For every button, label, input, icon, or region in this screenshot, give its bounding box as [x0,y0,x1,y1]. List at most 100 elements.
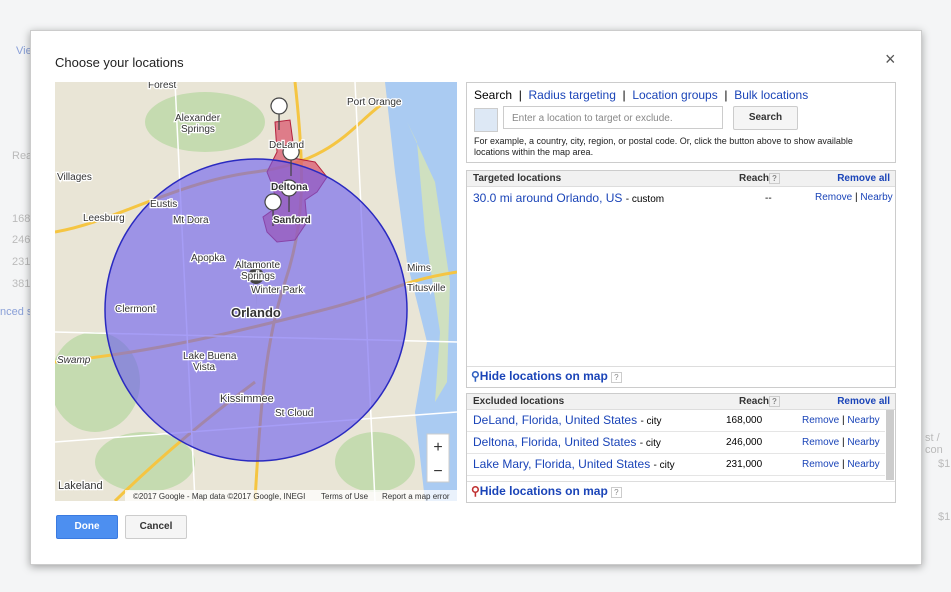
map-label: Eustis [150,199,177,210]
bg-link: nced s [0,306,32,318]
map-label: Lake Buena [183,351,237,362]
map-label: St Cloud [275,408,313,419]
scrollbar[interactable] [886,410,894,480]
reach: 246,000 [726,437,762,448]
location-cell: Lake Mary, Florida, United States - city [473,457,675,471]
map-label: Springs [181,124,215,135]
remove[interactable]: Remove [815,192,852,203]
bg-text: $1 [938,458,950,470]
row: 30.0 mi around Orlando, US - custom [473,191,664,205]
header: Excluded locations [473,396,564,407]
header: Reach [739,396,769,407]
search-input[interactable]: Enter a location to target or exclude. [503,106,723,129]
help-icon[interactable]: ? [769,173,780,184]
location-type: - custom [626,194,664,205]
bg-text: st / con [925,432,951,456]
help-icon[interactable]: ? [611,372,621,383]
reach: 168,000 [726,415,762,426]
remove[interactable]: Remove [802,415,839,426]
map-label: Forest [148,82,177,91]
remove[interactable]: Remove [802,459,839,470]
search-button[interactable]: Search [733,106,798,130]
excluded-panel: Excluded locations Reach ? Remove all De… [466,393,896,503]
zoom-out[interactable]: − [433,463,442,480]
tab[interactable]: Bulk locations [734,88,808,102]
map-label: Sanford [273,215,311,226]
close-button[interactable]: × [885,49,896,70]
map-label: Clermont [115,304,156,315]
search-help: For example, a country, city, region, or… [474,136,884,158]
bg-text: 168 [12,213,30,225]
search-panel: Search | Radius targeting | Location gro… [466,82,896,163]
location-type: - city [654,460,675,471]
nearby[interactable]: Nearby [847,437,879,448]
hide-on-map[interactable]: Hide locations on map [480,484,608,498]
map-label: DeLand [269,140,304,151]
map-label: Leesburg [83,213,125,224]
map-label: Apopka [191,253,225,264]
actions: Remove | Nearby [802,459,880,470]
location[interactable]: DeLand, Florida, United States [473,413,637,427]
bg-text: $1 [938,511,950,523]
map-label: Titusville [407,283,446,294]
reach: -- [765,193,772,204]
location-type: - city [640,416,661,427]
tab[interactable]: Radius targeting [528,88,615,102]
location-cell: DeLand, Florida, United States - city [473,413,662,427]
bg-text: 246 [12,234,30,246]
hide-on-map[interactable]: Hide locations on map [480,369,608,383]
done-button[interactable]: Done [56,515,118,539]
map-label: Mims [407,263,431,274]
header: Targeted locations [473,173,561,184]
map-icon [474,108,498,132]
map-terms[interactable]: Terms of Use [321,492,369,501]
nearby[interactable]: Nearby [860,192,892,203]
row: DeLand, Florida, United States - city 168… [467,410,885,432]
map-label: Winter Park [251,285,304,296]
map-label: Deltona [271,182,308,193]
reach: 231,000 [726,459,762,470]
location-cell: Deltona, Florida, United States - city [473,435,661,449]
nearby[interactable]: Nearby [847,459,879,470]
remove-all[interactable]: Remove all [837,173,890,184]
header: Reach [739,173,769,184]
map-label: Villages [57,172,92,183]
map-label: Altamonte [235,260,280,271]
map-label: Swamp [57,355,91,366]
location[interactable]: Lake Mary, Florida, United States [473,457,650,471]
map-label: Alexander [175,113,221,124]
actions: Remove | Nearby [802,415,880,426]
targeted-panel: Targeted locations Reach ? Remove all 30… [466,170,896,388]
map-label: Mt Dora [173,215,209,226]
remove[interactable]: Remove [802,437,839,448]
nearby[interactable]: Nearby [847,415,879,426]
bg-text: 231 [12,256,30,268]
zoom-in[interactable]: + [433,439,442,456]
map-label: Lakeland [58,480,103,492]
map-copyright: ©2017 Google - Map data ©2017 Google, IN… [133,492,305,501]
help-icon[interactable]: ? [769,396,780,407]
map-report[interactable]: Report a map error [382,492,450,501]
bg-text: 381 [12,278,30,290]
row: Deltona, Florida, United States - city 24… [467,432,885,454]
map-label: Orlando [231,305,281,320]
map-label: Vista [193,362,215,373]
actions: Remove | Nearby [802,437,880,448]
remove-all[interactable]: Remove all [837,396,890,407]
cancel-button[interactable]: Cancel [125,515,187,539]
dialog-title: Choose your locations [55,55,184,70]
tabs: Search | Radius targeting | Location gro… [474,88,808,102]
location-type: - city [640,438,661,449]
location[interactable]: 30.0 mi around Orlando, US [473,191,622,205]
dialog: Choose your locations × Forest Port Oran… [30,30,922,565]
map-label: Kissimmee [220,393,274,405]
tab[interactable]: Search [474,88,512,102]
tab[interactable]: Location groups [632,88,717,102]
location[interactable]: Deltona, Florida, United States [473,435,636,449]
map-label: Springs [241,271,275,282]
row: Lake Mary, Florida, United States - city… [467,454,885,476]
help-icon[interactable]: ? [611,487,621,498]
map[interactable]: Forest Port Orange Alexander Springs DeL… [55,82,457,501]
map-label: Port Orange [347,97,402,108]
